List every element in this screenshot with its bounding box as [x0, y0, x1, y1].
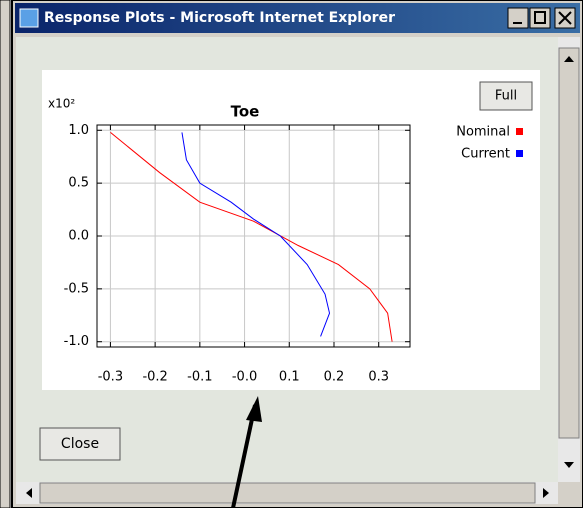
close-glyph — [558, 11, 572, 25]
series-line — [181, 132, 331, 337]
legend-swatch — [516, 128, 523, 135]
legend-swatch — [516, 150, 523, 157]
x-tick-label: -0.2 — [142, 370, 167, 385]
vertical-scrollbar — [558, 37, 580, 482]
y-tick-label: -0.5 — [64, 281, 89, 296]
scroll-left[interactable] — [26, 488, 32, 498]
other-window-edge — [0, 0, 11, 508]
maximize-glyph — [534, 11, 546, 24]
x-tick-label: -0.0 — [232, 370, 257, 385]
minimize-button[interactable] — [507, 7, 529, 29]
arrow-head — [246, 396, 262, 422]
horizontal-scrollbar — [16, 482, 558, 504]
y-tick-label: 0.5 — [68, 176, 89, 191]
series-line — [110, 132, 393, 342]
close-button[interactable] — [39, 427, 121, 461]
x-tick-label: 0.3 — [368, 370, 389, 385]
plot: 1.0 0.5 0.0 -0.5 -1.0 -0.3 -0.2 -0.1 -0.0 0.1 0.2 0… — [64, 123, 523, 385]
scroll-up[interactable] — [564, 56, 574, 62]
legend-label: Current — [461, 147, 510, 162]
full-button-label: Full — [495, 89, 517, 104]
window-controls — [507, 7, 576, 29]
y-multiplier: x10² — [48, 97, 75, 111]
scroll-thumb[interactable] — [558, 47, 580, 439]
scroll-down[interactable] — [564, 462, 574, 468]
scroll-right[interactable] — [543, 488, 549, 498]
x-tick-label: -0.3 — [98, 370, 123, 385]
title-bar — [15, 3, 580, 33]
x-tick-label: 0.2 — [324, 370, 345, 385]
y-tick-label: 1.0 — [68, 123, 89, 138]
x-tick-label: 0.1 — [279, 370, 300, 385]
legend-label: Nominal — [456, 125, 510, 140]
window-title: Response Plots - Microsoft Internet Expl… — [44, 10, 395, 26]
close-button-label: Close — [61, 436, 99, 452]
hscroll-thumb[interactable] — [39, 482, 536, 504]
y-tick-label: -1.0 — [64, 334, 89, 349]
x-tick-label: -0.1 — [187, 370, 212, 385]
full-button[interactable] — [479, 81, 533, 111]
chart-title: Toe — [231, 103, 260, 121]
y-tick-label: 0.0 — [68, 229, 89, 244]
plot-border — [96, 124, 411, 348]
ie-icon — [19, 8, 39, 28]
chart-panel — [42, 70, 540, 390]
